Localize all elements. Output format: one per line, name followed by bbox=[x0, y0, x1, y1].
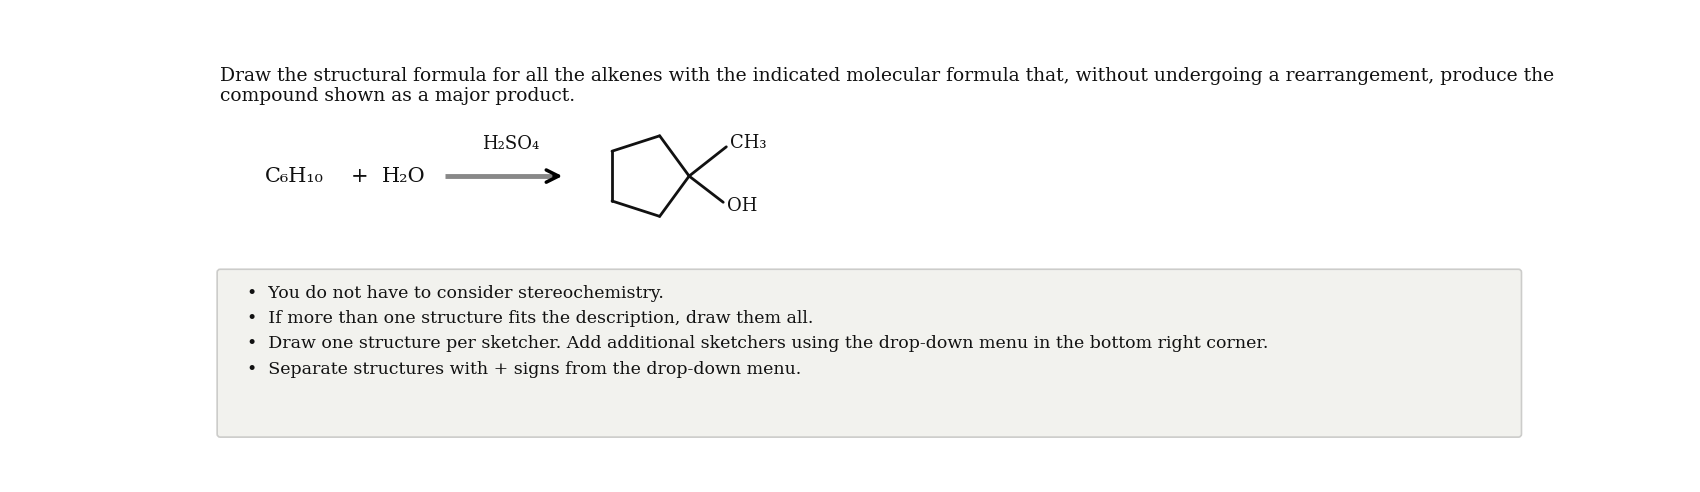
Text: H₂O: H₂O bbox=[381, 167, 425, 185]
Text: •  Draw one structure per sketcher. Add additional sketchers using the drop-down: • Draw one structure per sketcher. Add a… bbox=[248, 336, 1268, 352]
Text: compound shown as a major product.: compound shown as a major product. bbox=[221, 87, 575, 105]
Text: C₆H₁₀: C₆H₁₀ bbox=[265, 167, 325, 185]
Text: H₂SO₄: H₂SO₄ bbox=[483, 135, 539, 153]
Text: +: + bbox=[350, 167, 369, 185]
Text: •  Separate structures with + signs from the drop-down menu.: • Separate structures with + signs from … bbox=[248, 361, 802, 378]
Text: •  You do not have to consider stereochemistry.: • You do not have to consider stereochem… bbox=[248, 284, 665, 302]
Text: Draw the structural formula for all the alkenes with the indicated molecular for: Draw the structural formula for all the … bbox=[221, 67, 1554, 85]
Text: OH: OH bbox=[728, 197, 758, 215]
FancyBboxPatch shape bbox=[218, 269, 1522, 437]
Text: •  If more than one structure fits the description, draw them all.: • If more than one structure fits the de… bbox=[248, 310, 814, 327]
Text: CH₃: CH₃ bbox=[731, 134, 767, 152]
